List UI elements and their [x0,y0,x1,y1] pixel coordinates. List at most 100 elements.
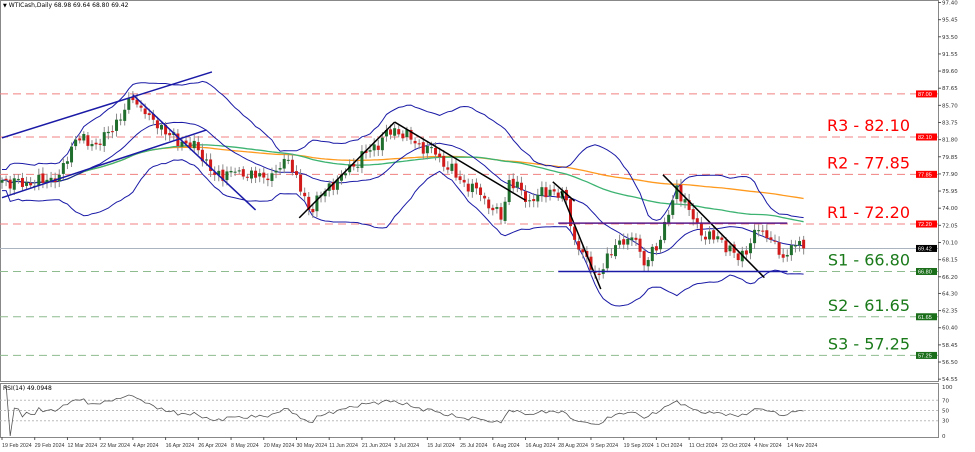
candle [425,140,429,160]
candle-body [757,230,761,232]
candle-body [695,218,699,223]
candle-body [143,108,147,115]
candle-body [147,113,151,116]
candle [4,175,8,187]
candle [266,173,270,187]
time-tick-label: 9 Sep 2024 [591,443,618,449]
candle [798,236,802,252]
candle [552,184,556,196]
candle [249,167,253,184]
support-level-label: S1 - 66.80 [828,250,910,269]
candle-body [90,143,94,147]
level-price-tag-text: 66.80 [918,269,932,275]
candle-body [384,129,388,137]
candle-body [217,170,221,176]
candle [380,132,384,156]
candle-body [196,142,200,151]
level-price-tag-text: 61.65 [918,315,932,321]
candle-body [49,177,53,182]
candle-body [213,172,217,175]
candle-body [417,143,421,145]
rsi-tick-label: 30 [942,419,949,425]
candle-body [188,142,192,148]
support-level-label: S2 - 61.65 [828,296,910,315]
price-tick-label: 56.50 [942,360,958,366]
chart-header: ▼ WTICash,Daily 68.98 69.64 68.80 69.42 [3,2,128,9]
candle [614,239,617,260]
candle [25,176,29,189]
bollinger-lower-band [2,159,804,307]
candle-body [249,170,253,179]
candle-body [274,170,278,173]
candle-body [642,251,646,266]
time-tick-label: 22 Mar 2024 [100,443,130,449]
price-tick-label: 58.45 [942,343,958,349]
time-tick-label: 3 Jul 2024 [395,443,419,449]
candle-body [532,199,536,202]
time-tick-label: 11 Jun 2024 [329,443,358,449]
candle [544,181,548,203]
resistance-level-label: R2 - 77.85 [827,153,910,172]
candle-body [744,250,748,255]
candle-body [237,170,241,172]
candle-body [577,241,581,250]
candle [155,116,159,135]
level-price-tag-bg [916,133,937,141]
candle-body [229,170,233,173]
price-tick-label: 77.90 [942,172,958,178]
candle [757,224,761,237]
price-tick-label: 72.05 [942,223,958,229]
candle-body [266,178,270,181]
candle [622,233,626,250]
candle-body [544,187,548,198]
candle-body [102,132,106,146]
candle-body [360,151,364,168]
candle-body [74,139,78,147]
bollinger-upper-band [2,80,804,221]
candle [773,234,777,245]
candle-body [716,236,720,240]
candle [519,176,523,196]
time-tick-label: 15 Jul 2024 [427,443,454,449]
candle-body [339,174,343,181]
candle-body [479,187,483,196]
candle [323,188,327,203]
candle-body [409,129,413,140]
candle [785,249,789,262]
candle [474,178,478,195]
candle [196,136,200,155]
time-tick-label: 1 Oct 2024 [656,443,682,449]
candle [499,202,503,224]
candle [401,130,405,142]
candle [241,166,245,180]
rsi-tick-label: 50 [942,409,949,415]
candle-body [618,240,622,245]
candle [49,171,53,188]
rsi-tick-label: 0 [942,434,946,440]
candle-body [573,226,577,240]
price-tick-label: 79.85 [942,155,958,161]
current-price-tag-bg [916,244,937,252]
candle-body [789,245,793,256]
candle-body [290,159,294,173]
triangle-down-icon: ▼ [3,3,7,9]
candle-body [282,158,286,169]
candle [258,168,262,183]
price-tick-label: 62.35 [942,309,958,315]
ohlc-values: 68.98 69.64 68.80 69.42 [53,2,129,9]
candle [577,237,581,256]
candle [454,157,458,181]
candle-body [405,129,409,138]
candle-body [773,240,777,242]
candle-body [155,120,159,129]
candle-body [352,163,356,167]
candle [548,184,552,201]
candle-body [622,239,626,245]
time-tick-label: 28 Aug 2024 [558,443,588,449]
candle [438,147,442,163]
candle [781,248,785,263]
time-tick-label: 30 May 2024 [296,443,327,449]
candle [106,126,110,140]
candle-body [278,168,282,170]
